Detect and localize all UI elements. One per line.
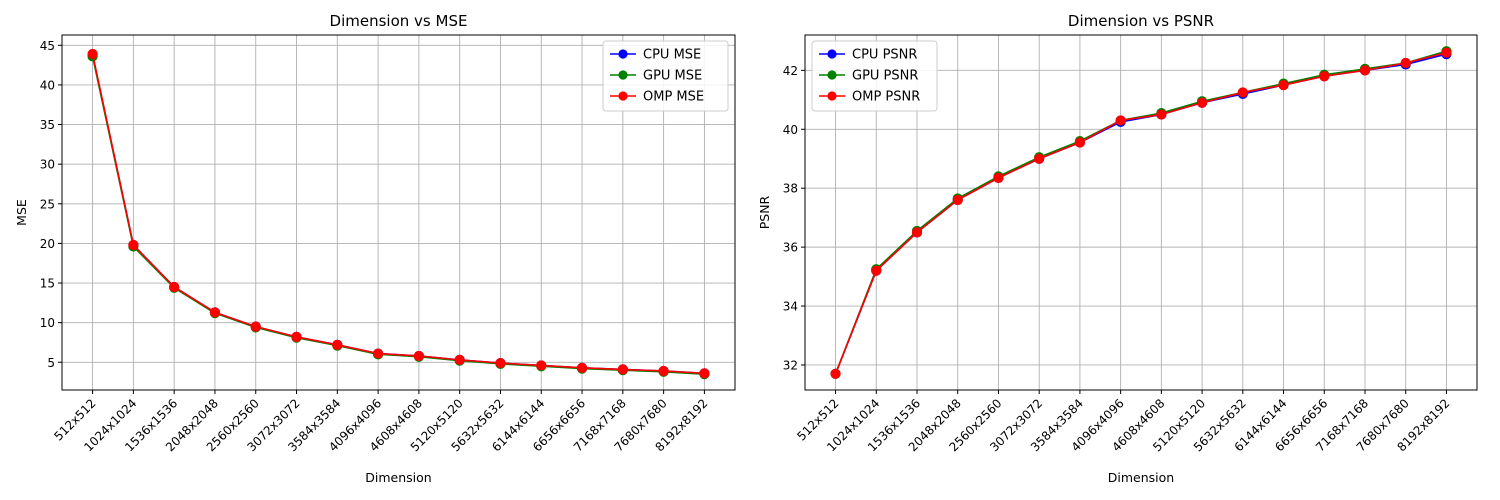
psnr-plot-frame bbox=[804, 34, 1478, 391]
psnr-series-omp-psnr-point bbox=[1400, 57, 1411, 69]
mse-legend-cpu-mse-swatch-marker bbox=[618, 49, 628, 59]
mse-series-omp-mse-point bbox=[576, 362, 588, 373]
psnr-y-tick-label: 36 bbox=[783, 241, 798, 255]
mse-plot-frame bbox=[61, 34, 736, 391]
psnr-y-axis-label: PSNR bbox=[757, 195, 772, 229]
psnr-series-omp-psnr-point bbox=[1115, 115, 1126, 126]
mse-legend-box bbox=[602, 40, 729, 112]
mse-legend-omp-mse-swatch-marker bbox=[618, 91, 628, 101]
mse-y-tick-label: 15 bbox=[40, 277, 55, 291]
mse-series-omp-mse-point bbox=[495, 357, 506, 369]
psnr-series-omp-psnr-point bbox=[1074, 137, 1086, 148]
mse-legend-cpu-mse-label: CPU MSE bbox=[643, 48, 701, 63]
psnr-y-tick-label: 40 bbox=[783, 123, 798, 137]
mse-y-tick-label: 35 bbox=[40, 118, 55, 132]
mse-series-omp-mse-point bbox=[658, 365, 669, 377]
mse-series-omp-mse-point bbox=[209, 307, 221, 318]
psnr-series-omp-psnr-point bbox=[1237, 87, 1248, 98]
mse-series-omp-mse-point bbox=[332, 339, 343, 350]
psnr-series-omp-psnr-point bbox=[1319, 71, 1330, 82]
mse-y-tick-label: 40 bbox=[40, 78, 55, 92]
psnr-y-tick-label: 34 bbox=[783, 300, 798, 314]
mse-y-tick-label: 5 bbox=[47, 356, 55, 370]
psnr-y-tick-label: 32 bbox=[783, 358, 798, 372]
psnr-series-omp-psnr-point bbox=[952, 194, 963, 206]
psnr-series-omp-psnr-point bbox=[830, 368, 841, 379]
psnr-series-omp-psnr-point bbox=[1441, 47, 1452, 58]
psnr-series-omp-psnr-point bbox=[1196, 97, 1208, 108]
mse-legend-gpu-mse-swatch-marker bbox=[618, 70, 628, 80]
mse-y-tick-label: 10 bbox=[40, 316, 55, 330]
psnr-series-omp-psnr-point bbox=[993, 172, 1004, 183]
mse-y-tick-label: 20 bbox=[40, 237, 55, 251]
psnr-y-tick-label: 38 bbox=[783, 182, 798, 196]
mse-series-omp-mse-line bbox=[91, 53, 705, 375]
mse-y-axis-label: MSE bbox=[14, 199, 29, 226]
mse-x-axis-label: Dimension bbox=[365, 470, 431, 485]
psnr-legend-cpu-psnr-label: CPU PSNR bbox=[852, 48, 917, 63]
mse-series-omp-mse-point bbox=[373, 348, 384, 359]
mse-legend-gpu-mse-label: GPU MSE bbox=[643, 69, 702, 84]
mse-series-omp-mse-point bbox=[536, 360, 547, 371]
psnr-series-omp-psnr-point bbox=[1278, 79, 1289, 91]
psnr-chart: 512x5121024x10241536x15362048x20482560x2… bbox=[757, 12, 1478, 485]
mse-series-omp-mse-point bbox=[128, 239, 139, 251]
psnr-series-omp-psnr-line bbox=[834, 51, 1447, 375]
mse-series-omp-mse-point bbox=[617, 364, 628, 375]
mse-y-tick-label: 30 bbox=[40, 158, 55, 172]
mse-y-tick-label: 45 bbox=[40, 39, 55, 53]
psnr-legend-gpu-psnr-label: GPU PSNR bbox=[852, 69, 918, 84]
psnr-legend-cpu-psnr-swatch-marker bbox=[827, 49, 837, 59]
psnr-legend-omp-psnr-label: OMP PSNR bbox=[852, 90, 920, 105]
psnr-legend-box bbox=[811, 40, 938, 112]
psnr-chart-title: Dimension vs PSNR bbox=[1068, 12, 1214, 30]
mse-series-omp-mse-point bbox=[454, 354, 465, 365]
mse-series-omp-mse-point bbox=[250, 321, 261, 332]
psnr-x-axis-label: Dimension bbox=[1108, 470, 1174, 485]
psnr-series-omp-psnr-point bbox=[1156, 109, 1167, 120]
mse-chart-title: Dimension vs MSE bbox=[330, 12, 468, 30]
mse-series-omp-mse-point bbox=[87, 48, 98, 60]
mse-series-omp-mse-point bbox=[291, 331, 302, 343]
psnr-series-omp-psnr-point bbox=[1359, 65, 1371, 76]
psnr-legend-omp-psnr-swatch-marker bbox=[827, 91, 837, 101]
mse-chart: 512x5121024x10241536x15362048x20482560x2… bbox=[14, 12, 736, 485]
psnr-series-omp-psnr-point bbox=[871, 265, 882, 276]
psnr-series-omp-psnr-point bbox=[1034, 153, 1045, 164]
mse-series-omp-mse-point bbox=[413, 350, 424, 362]
mse-legend-omp-mse-label: OMP MSE bbox=[643, 90, 704, 105]
mse-series-omp-mse-point bbox=[169, 281, 180, 293]
psnr-y-tick-label: 42 bbox=[783, 64, 798, 78]
mse-y-tick-label: 25 bbox=[40, 197, 55, 211]
mse-series-omp-mse-point bbox=[699, 368, 710, 379]
psnr-series-omp-psnr-point bbox=[911, 227, 923, 238]
mse-legend: CPU MSE GPU MSE OMP MSE bbox=[602, 40, 729, 112]
psnr-legend: CPU PSNR GPU PSNR OMP PSNR bbox=[811, 40, 938, 112]
psnr-legend-gpu-psnr-swatch-marker bbox=[827, 70, 837, 80]
